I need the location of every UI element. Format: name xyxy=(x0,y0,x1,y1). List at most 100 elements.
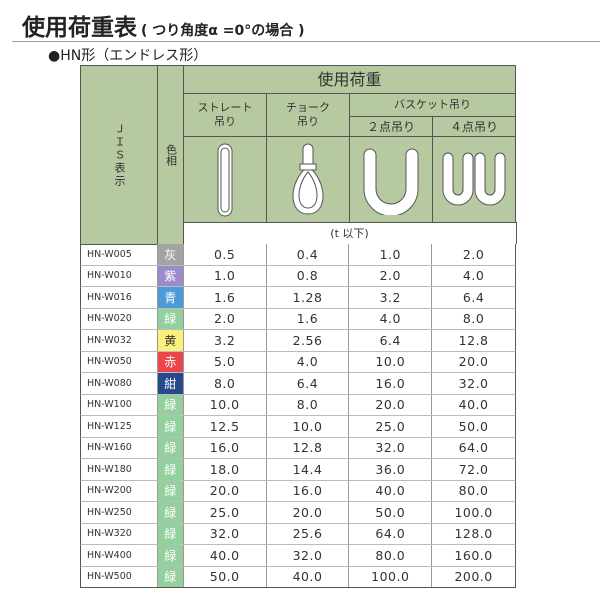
jis-cell: HN-W250 xyxy=(81,502,158,523)
two-point-value: 20.0 xyxy=(349,394,433,415)
table-row: HN-W160 緑 16.0 12.8 32.0 64.0 xyxy=(80,437,516,459)
table-row: HN-W020 緑 2.0 1.6 4.0 8.0 xyxy=(80,308,516,330)
table-row: HN-W005 灰 0.5 0.4 1.0 2.0 xyxy=(80,244,516,266)
table-row: HN-W080 紺 8.0 6.4 16.0 32.0 xyxy=(80,373,516,395)
straight-value: 12.5 xyxy=(184,416,267,437)
straight-value: 50.0 xyxy=(184,566,267,587)
two-point-value: 1.0 xyxy=(349,244,433,265)
choke-value: 1.6 xyxy=(267,308,350,329)
title-divider xyxy=(12,41,600,42)
choke-value: 14.4 xyxy=(267,459,350,480)
two-point-value: 6.4 xyxy=(349,330,433,351)
two-point-value: 16.0 xyxy=(349,373,433,394)
straight-value: 2.0 xyxy=(184,308,267,329)
straight-value: 25.0 xyxy=(184,502,267,523)
color-cell: 緑 xyxy=(157,480,184,501)
choke-value: 6.4 xyxy=(267,373,350,394)
straight-header: ストレート 吊り xyxy=(183,93,267,137)
choke-value: 2.56 xyxy=(267,330,350,351)
section-subtitle: ●HN形（エンドレス形） xyxy=(48,48,208,64)
table-body: HN-W005 灰 0.5 0.4 1.0 2.0 HN-W010 紫 1.0 0.8 2.0 4.0… xyxy=(80,244,516,588)
four-point-value: 40.0 xyxy=(458,397,489,413)
four-point-value: 64.0 xyxy=(458,440,489,456)
title-note: ( つり角度α =0°の場合 ) xyxy=(141,23,305,39)
four-point-value: 6.4 xyxy=(462,289,485,305)
jis-cell: HN-W320 xyxy=(81,523,158,544)
jis-cell: HN-W125 xyxy=(81,416,158,437)
straight-value: 5.0 xyxy=(184,351,267,372)
color-cell: 赤 xyxy=(157,351,184,372)
two-point-value: 50.0 xyxy=(349,502,433,523)
unit-label: (t 以下) xyxy=(183,222,517,244)
table-row: HN-W010 紫 1.0 0.8 2.0 4.0 xyxy=(80,265,516,287)
load-header: 使用荷重 xyxy=(183,65,516,94)
straight-value: 10.0 xyxy=(184,394,267,415)
four-point-value: 4.0 xyxy=(462,268,485,284)
choke-value: 40.0 xyxy=(267,566,350,587)
choke-value: 4.0 xyxy=(267,351,350,372)
jis-cell: HN-W200 xyxy=(81,480,158,501)
jis-cell: HN-W010 xyxy=(81,265,158,286)
jis-cell: HN-W100 xyxy=(81,394,158,415)
jis-cell: HN-W020 xyxy=(81,308,158,329)
color-cell: 緑 xyxy=(157,308,184,329)
table-row: HN-W250 緑 25.0 20.0 50.0 100.0 xyxy=(80,502,516,524)
two-point-value: 4.0 xyxy=(349,308,433,329)
four-point-value: 100.0 xyxy=(454,504,493,520)
color-cell: 緑 xyxy=(157,523,184,544)
color-header: 色相 xyxy=(157,65,184,245)
choke-value: 12.8 xyxy=(267,437,350,458)
four-point-value: 20.0 xyxy=(458,354,489,370)
color-cell: 青 xyxy=(157,287,184,308)
four-point-value: 2.0 xyxy=(462,246,485,262)
straight-value: 1.6 xyxy=(184,287,267,308)
choke-value: 25.6 xyxy=(267,523,350,544)
color-cell: 紺 xyxy=(157,373,184,394)
two-point-value: 32.0 xyxy=(349,437,433,458)
table-row: HN-W100 緑 10.0 8.0 20.0 40.0 xyxy=(80,394,516,416)
choke-value: 1.28 xyxy=(267,287,350,308)
straight-sling-icon xyxy=(183,136,267,223)
jis-cell: HN-W500 xyxy=(81,566,158,587)
choke-value: 32.0 xyxy=(267,545,350,566)
choke-value: 20.0 xyxy=(267,502,350,523)
choke-sling-icon xyxy=(266,136,350,223)
table-row: HN-W050 赤 5.0 4.0 10.0 20.0 xyxy=(80,351,516,373)
color-cell: 緑 xyxy=(157,416,184,437)
table-row: HN-W125 緑 12.5 10.0 25.0 50.0 xyxy=(80,416,516,438)
choke-value: 8.0 xyxy=(267,394,350,415)
straight-value: 40.0 xyxy=(184,545,267,566)
four-point-value: 128.0 xyxy=(454,526,493,542)
two-point-value: 100.0 xyxy=(349,566,433,587)
table-row: HN-W400 緑 40.0 32.0 80.0 160.0 xyxy=(80,545,516,567)
choke-value: 16.0 xyxy=(267,480,350,501)
jis-cell: HN-W050 xyxy=(81,351,158,372)
table-row: HN-W320 緑 32.0 25.6 64.0 128.0 xyxy=(80,523,516,545)
color-cell: 灰 xyxy=(157,244,184,265)
color-cell: 緑 xyxy=(157,459,184,480)
four-point-value: 72.0 xyxy=(458,461,489,477)
four-point-value: 12.8 xyxy=(458,332,489,348)
four-point-value: 80.0 xyxy=(458,483,489,499)
two-point-value: 2.0 xyxy=(349,265,433,286)
two-point-value: 10.0 xyxy=(349,351,433,372)
two-point-basket-icon xyxy=(349,136,433,223)
two-point-value: 25.0 xyxy=(349,416,433,437)
two-point-value: 80.0 xyxy=(349,545,433,566)
straight-value: 20.0 xyxy=(184,480,267,501)
color-cell: 緑 xyxy=(157,437,184,458)
color-cell: 黄 xyxy=(157,330,184,351)
table-row: HN-W032 黄 3.2 2.56 6.4 12.8 xyxy=(80,330,516,352)
jis-cell: HN-W016 xyxy=(81,287,158,308)
color-cell: 緑 xyxy=(157,394,184,415)
two-point-value: 36.0 xyxy=(349,459,433,480)
jis-cell: HN-W032 xyxy=(81,330,158,351)
jis-cell: HN-W005 xyxy=(81,244,158,265)
jis-header: ＪＩＳ表示 xyxy=(80,65,158,245)
table-row: HN-W500 緑 50.0 40.0 100.0 200.0 xyxy=(80,566,516,588)
straight-value: 8.0 xyxy=(184,373,267,394)
two-point-value: 64.0 xyxy=(349,523,433,544)
basket-header: バスケット吊り xyxy=(349,93,516,117)
jis-cell: HN-W400 xyxy=(81,545,158,566)
straight-value: 16.0 xyxy=(184,437,267,458)
